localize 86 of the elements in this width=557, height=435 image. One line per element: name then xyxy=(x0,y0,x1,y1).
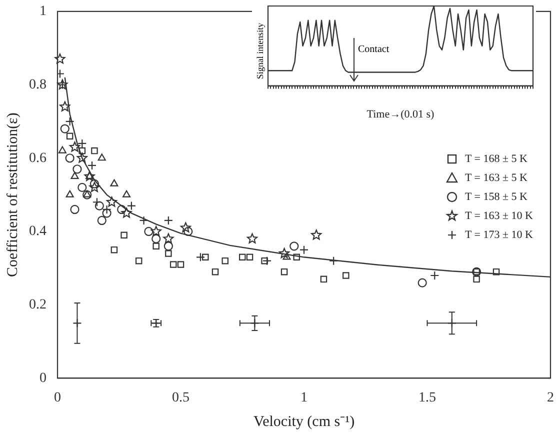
point xyxy=(110,179,118,186)
point xyxy=(177,261,184,268)
point xyxy=(180,222,191,232)
point xyxy=(122,190,131,198)
point xyxy=(70,172,79,180)
point xyxy=(293,254,300,261)
point xyxy=(126,201,136,210)
point xyxy=(65,154,74,163)
point xyxy=(320,276,328,283)
point xyxy=(152,242,160,250)
point xyxy=(72,164,82,174)
point xyxy=(98,154,106,161)
point xyxy=(78,147,86,154)
point xyxy=(246,254,254,261)
legend-label: T = 173 ± 10 K xyxy=(465,229,533,241)
point xyxy=(110,246,118,254)
y-tick-label: 0.2 xyxy=(29,298,46,313)
point xyxy=(196,252,206,262)
point xyxy=(246,233,258,244)
point xyxy=(87,160,97,170)
point xyxy=(58,146,66,154)
point xyxy=(83,190,92,198)
point xyxy=(222,257,228,264)
x-tick-label: 1 xyxy=(300,390,308,406)
point xyxy=(238,254,246,261)
legend-label: T = 168 ± 5 K xyxy=(465,153,528,165)
point xyxy=(97,216,106,226)
point xyxy=(163,233,174,244)
point xyxy=(89,182,100,192)
point xyxy=(150,226,162,236)
point xyxy=(69,142,80,152)
point xyxy=(261,257,268,264)
point xyxy=(91,147,98,154)
legend-label: T = 163 ± 10 K xyxy=(465,210,533,222)
x-tick-label: 2 xyxy=(547,390,554,406)
y-axis-title: Signal intensity xyxy=(255,22,265,82)
x-axis-title: Time→(0.01 s) xyxy=(366,108,435,120)
point xyxy=(90,179,100,188)
x-tick-label: 1.5 xyxy=(418,390,436,406)
point xyxy=(66,190,74,198)
point xyxy=(418,278,427,288)
point xyxy=(102,208,112,218)
point xyxy=(60,101,70,112)
point xyxy=(473,276,480,283)
y-tick-label: 1 xyxy=(40,4,46,20)
point xyxy=(165,250,172,257)
point xyxy=(70,204,80,214)
point xyxy=(184,226,193,236)
point xyxy=(278,248,290,258)
point xyxy=(152,234,161,244)
point xyxy=(144,226,154,236)
point xyxy=(164,242,173,251)
point xyxy=(94,201,104,210)
point xyxy=(212,268,219,276)
y-tick-label: 0 xyxy=(40,370,46,386)
y-tick-label: 0.4 xyxy=(29,224,46,240)
point xyxy=(299,245,309,254)
point xyxy=(60,124,70,134)
point xyxy=(121,208,132,218)
legend-label: T = 163 ± 5 K xyxy=(465,172,528,184)
y-tick-label: 0.6 xyxy=(29,150,46,166)
point xyxy=(76,152,88,163)
point xyxy=(66,132,74,140)
point xyxy=(106,196,118,207)
point xyxy=(492,268,500,276)
point xyxy=(78,138,87,148)
point xyxy=(202,254,209,261)
point xyxy=(342,272,350,279)
point xyxy=(170,261,177,268)
point xyxy=(311,230,322,240)
point xyxy=(78,182,87,192)
point xyxy=(117,204,126,214)
y-axis-title: Coefficient of restitution(ε) xyxy=(4,112,21,277)
point xyxy=(164,216,173,226)
point xyxy=(120,232,128,239)
x-tick-label: 0.5 xyxy=(172,390,190,406)
annotation: Contact xyxy=(358,44,390,55)
x-tick-label: 0 xyxy=(54,390,61,406)
y-tick-label: 0.8 xyxy=(29,77,46,92)
legend-label: T = 158 ± 5 K xyxy=(465,191,528,203)
x-axis-title: Velocity (cm s⁻¹) xyxy=(253,414,355,430)
point xyxy=(135,257,142,264)
point xyxy=(280,268,288,276)
point xyxy=(290,242,299,251)
point xyxy=(82,190,92,200)
point xyxy=(54,54,66,64)
